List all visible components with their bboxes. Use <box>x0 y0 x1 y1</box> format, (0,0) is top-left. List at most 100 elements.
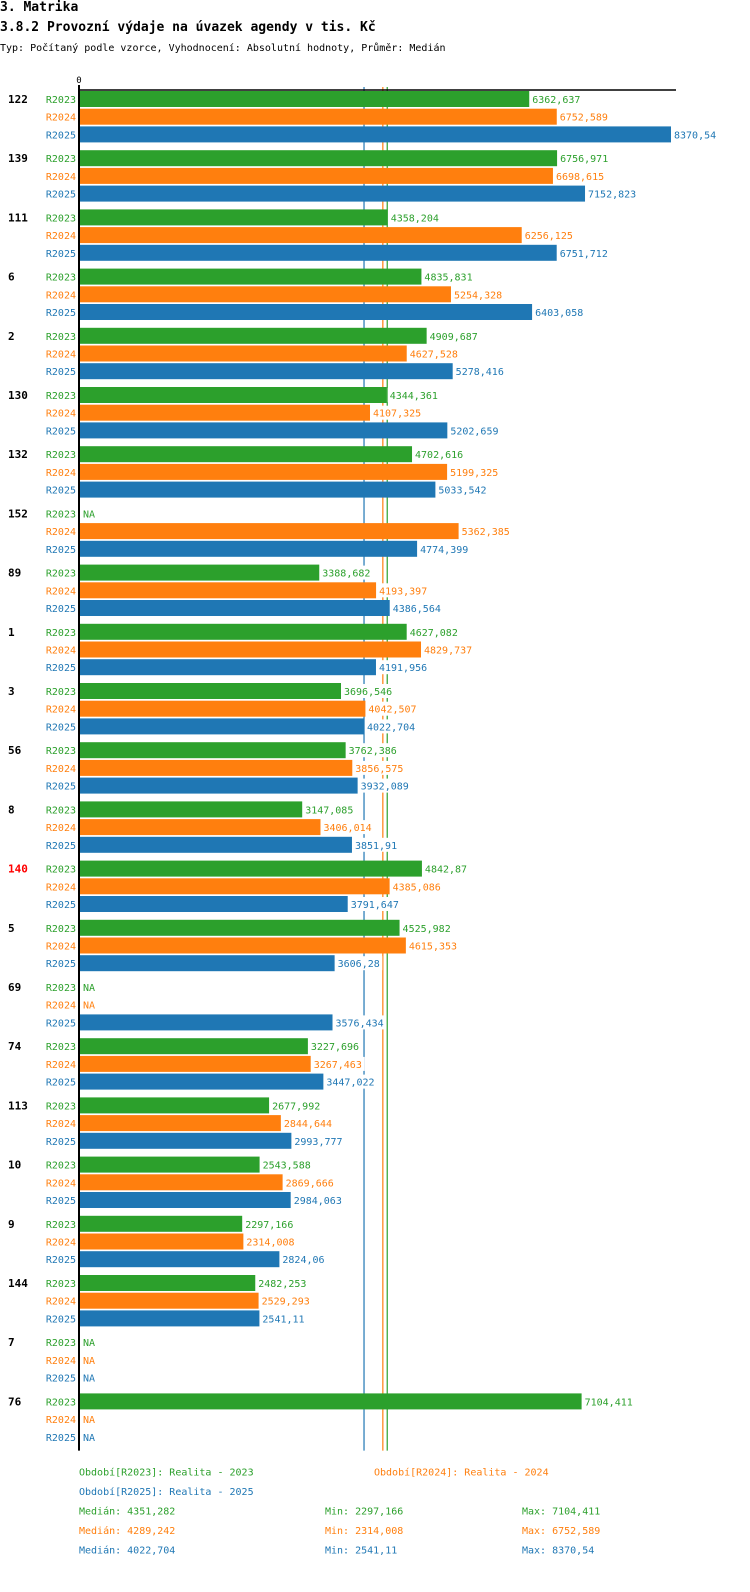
bar-5-r2023 <box>80 919 400 936</box>
na-label: NA <box>83 1001 95 1012</box>
bar-130-r2025 <box>80 422 448 439</box>
na-label: NA <box>83 509 95 520</box>
bar-130-r2023 <box>80 387 387 403</box>
series-label: R2024 <box>46 942 76 953</box>
value-label: 2543,588 <box>263 1161 311 1172</box>
series-label: R2025 <box>46 841 76 852</box>
value-label: 6698,615 <box>556 172 604 183</box>
series-label: R2023 <box>46 805 76 816</box>
value-label: 4191,956 <box>379 663 427 674</box>
value-label: 4107,325 <box>373 409 421 420</box>
bar-144-r2025 <box>80 1310 260 1327</box>
value-label: 4358,204 <box>391 213 439 224</box>
na-label: NA <box>83 1356 95 1367</box>
bar-5-r2025 <box>80 955 335 972</box>
value-label: 3762,386 <box>349 746 397 757</box>
category-label: 111 <box>8 211 28 224</box>
bar-10-r2024 <box>80 1174 283 1191</box>
category-label: 89 <box>8 567 21 580</box>
bar-3-r2025 <box>80 718 365 735</box>
legend-entry-r2025: Období[R2025]: Realita - 2025 <box>79 1486 254 1498</box>
value-label: 3267,463 <box>314 1060 362 1071</box>
value-label: 2844,644 <box>284 1119 332 1130</box>
value-label: 4627,082 <box>410 628 458 639</box>
value-label: 6362,637 <box>532 95 580 106</box>
series-label: R2023 <box>46 865 76 876</box>
series-label: R2023 <box>46 1279 76 1290</box>
series-label: R2023 <box>46 924 76 935</box>
stat-median: Medián: 4289,242 <box>79 1525 175 1537</box>
series-label: R2023 <box>46 273 76 284</box>
category-label: 1 <box>8 626 15 639</box>
category-label: 74 <box>8 1040 22 1053</box>
value-label: 5278,416 <box>456 367 504 378</box>
value-label: 4386,564 <box>393 604 441 615</box>
bars: 122 R2023 6362,637 R2024 6752,589 R2025 8370,5… <box>8 91 719 1444</box>
value-label: 4774,399 <box>420 545 468 556</box>
value-label: 2984,063 <box>294 1196 342 1207</box>
series-label: R2024 <box>46 409 76 420</box>
bar-74-r2023 <box>80 1038 308 1055</box>
value-label: 2297,166 <box>245 1220 293 1231</box>
series-label: R2023 <box>46 983 76 994</box>
bar-9-r2025 <box>80 1251 280 1268</box>
bar-56-r2024 <box>80 759 353 776</box>
bar-152-r2024 <box>80 523 459 540</box>
category-label: 7 <box>8 1336 15 1349</box>
series-label: R2025 <box>46 249 76 260</box>
bar-152-r2025 <box>80 540 418 557</box>
legend-entry-r2023: Období[R2023]: Realita - 2023 <box>79 1467 254 1479</box>
bar-122-r2024 <box>80 108 557 125</box>
value-label: 4627,528 <box>410 350 458 361</box>
category-label: 152 <box>8 507 28 520</box>
axis: 0 <box>76 76 676 1451</box>
series-label: R2023 <box>46 1220 76 1231</box>
series-label: R2025 <box>46 1018 76 1029</box>
value-label: 3791,647 <box>351 900 399 911</box>
value-label: 3606,28 <box>338 959 380 970</box>
bar-89-r2023 <box>80 564 320 581</box>
stat-max: Max: 6752,589 <box>522 1526 600 1537</box>
bar-2-r2023 <box>80 327 427 344</box>
series-label: R2025 <box>46 1433 76 1444</box>
legend-entry-r2024: Období[R2024]: Realita - 2024 <box>374 1467 549 1479</box>
bar-69-r2025 <box>80 1014 333 1031</box>
category-label: 10 <box>8 1159 21 1172</box>
series-label: R2024 <box>46 1356 76 1367</box>
series-label: R2025 <box>46 1314 76 1325</box>
bar-89-r2025 <box>80 600 390 616</box>
series-label: R2024 <box>46 1001 76 1012</box>
series-label: R2025 <box>46 367 76 378</box>
value-label: 4022,704 <box>367 722 415 733</box>
value-label: 4193,397 <box>379 586 427 597</box>
value-label: 4702,616 <box>415 450 463 461</box>
value-label: 3851,91 <box>355 841 397 852</box>
series-label: R2025 <box>46 486 76 497</box>
value-label: 6256,125 <box>525 231 573 242</box>
series-label: R2024 <box>46 1238 76 1249</box>
bar-3-r2024 <box>80 700 366 717</box>
value-label: 5254,328 <box>454 290 502 301</box>
series-label: R2024 <box>46 172 76 183</box>
series-label: R2024 <box>46 468 76 479</box>
series-label: R2023 <box>46 450 76 461</box>
bar-76-r2023 <box>80 1393 582 1410</box>
na-label: NA <box>83 983 95 994</box>
value-label: 4385,086 <box>393 882 441 893</box>
series-label: R2023 <box>46 1397 76 1408</box>
bar-1-r2024 <box>80 641 422 658</box>
series-label: R2025 <box>46 782 76 793</box>
category-label: 9 <box>8 1218 15 1231</box>
value-label: 3447,022 <box>326 1078 374 1089</box>
series-label: R2024 <box>46 764 76 775</box>
series-label: R2023 <box>46 95 76 106</box>
series-label: R2023 <box>46 1338 76 1349</box>
bar-74-r2025 <box>80 1073 324 1090</box>
bar-89-r2024 <box>80 582 377 599</box>
series-label: R2024 <box>46 350 76 361</box>
series-label: R2024 <box>46 231 76 242</box>
category-label: 132 <box>8 448 28 461</box>
value-label: 4525,982 <box>403 924 451 935</box>
series-label: R2024 <box>46 1119 76 1130</box>
category-label: 122 <box>8 93 28 106</box>
